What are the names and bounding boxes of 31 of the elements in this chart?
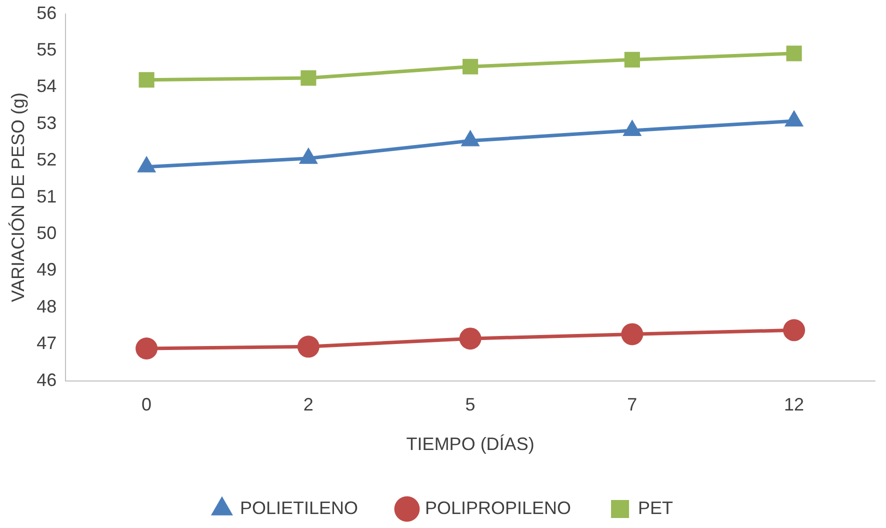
- x-tick-label: 5: [465, 394, 476, 415]
- y-tick-label: 51: [36, 186, 57, 206]
- legend-label: POLIPROPILENO: [424, 498, 572, 518]
- point: [300, 70, 316, 86]
- point: [459, 328, 482, 350]
- point: [136, 338, 158, 360]
- y-axis-title: VARIACIÓN DE PESO (g): [8, 92, 28, 302]
- y-tick-label: 52: [36, 150, 57, 170]
- x-tick-label: 0: [142, 394, 152, 415]
- point: [786, 46, 802, 62]
- y-tick-label: 48: [36, 296, 57, 316]
- x-tick-label: 2: [303, 394, 314, 415]
- point: [138, 72, 154, 88]
- y-tick-label: 55: [36, 39, 57, 60]
- legend-label: POLIETILENO: [240, 498, 358, 518]
- point: [621, 323, 644, 346]
- legend-label: PET: [638, 498, 674, 518]
- y-tick-label: 47: [36, 333, 57, 354]
- y-tick-label: 49: [36, 260, 57, 280]
- point: [462, 58, 478, 74]
- y-tick-label: 53: [36, 112, 57, 133]
- y-tick-label: 46: [36, 370, 57, 390]
- x-tick-label: 7: [627, 394, 638, 415]
- point: [783, 319, 806, 342]
- point: [297, 336, 320, 358]
- x-tick-label: 12: [784, 394, 804, 415]
- y-tick-label: 56: [36, 2, 57, 23]
- x-axis-title: TIEMPO (DÍAS): [406, 434, 534, 454]
- y-tick-label: 54: [36, 76, 57, 96]
- y-tick-label: 50: [36, 222, 57, 243]
- point: [624, 52, 640, 68]
